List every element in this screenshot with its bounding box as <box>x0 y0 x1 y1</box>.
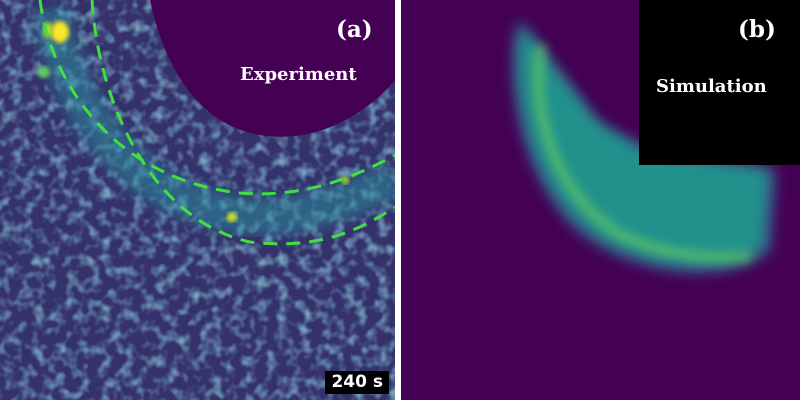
simulation-ridge <box>533 44 753 263</box>
dashed-guide-outer <box>90 0 395 246</box>
experiment-panel: (a) Experiment 240 s <box>0 0 395 400</box>
experiment-image <box>0 0 395 400</box>
simulation-label-box <box>639 0 800 165</box>
dashed-guide-inner <box>38 0 395 196</box>
simulation-image <box>401 0 800 400</box>
dark-region <box>150 0 395 137</box>
bright-spot <box>51 21 69 43</box>
bright-spot <box>227 212 237 222</box>
bright-spot <box>341 176 349 184</box>
panel-title-simulation: Simulation <box>656 76 767 97</box>
panel-title-experiment: Experiment <box>240 64 357 85</box>
simulation-panel: (b) Simulation <box>401 0 800 400</box>
bright-spot <box>38 66 50 78</box>
panel-letter-b: (b) <box>738 16 776 43</box>
panel-letter-a: (a) <box>336 16 373 43</box>
timestamp-badge: 240 s <box>325 371 389 394</box>
